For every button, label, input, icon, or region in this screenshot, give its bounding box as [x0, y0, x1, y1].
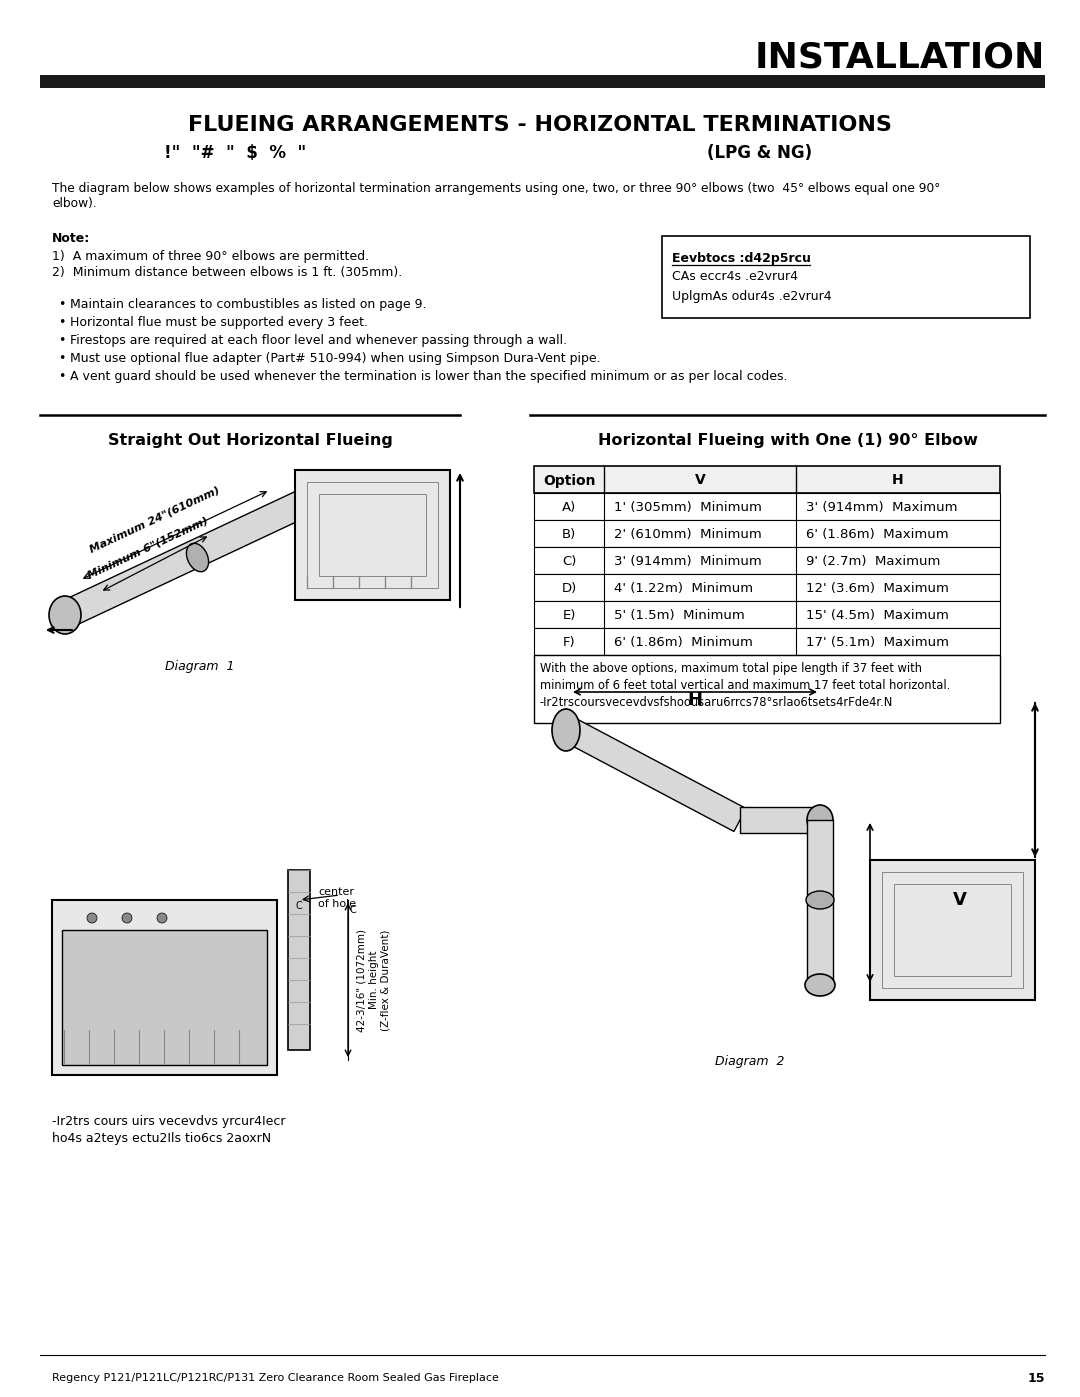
- Text: 6' (1.86m)  Minimum: 6' (1.86m) Minimum: [615, 636, 753, 650]
- Text: The diagram below shows examples of horizontal termination arrangements using on: The diagram below shows examples of hori…: [52, 182, 941, 210]
- Text: INSTALLATION: INSTALLATION: [755, 41, 1045, 75]
- Text: Diagram  2: Diagram 2: [715, 1055, 785, 1067]
- Ellipse shape: [805, 974, 835, 996]
- Ellipse shape: [552, 710, 580, 752]
- Text: A vent guard should be used whenever the termination is lower than the specified: A vent guard should be used whenever the…: [70, 370, 787, 383]
- Text: A): A): [562, 502, 576, 514]
- Text: 9' (2.7m)  Maximum: 9' (2.7m) Maximum: [806, 555, 941, 569]
- Bar: [740, 807, 820, 833]
- Text: B): B): [562, 528, 576, 541]
- Bar: [894, 884, 1011, 977]
- Bar: [870, 861, 1035, 1000]
- Bar: [307, 482, 438, 588]
- Text: Minimum 6"(152mm): Minimum 6"(152mm): [86, 515, 210, 581]
- Text: CAs eccr4s .e2vrur4: CAs eccr4s .e2vrur4: [672, 270, 798, 284]
- Bar: [807, 820, 833, 985]
- Text: Straight Out Horizontal Flueing: Straight Out Horizontal Flueing: [108, 433, 392, 447]
- Text: minimum of 6 feet total vertical and maximum 17 feet total horizontal.: minimum of 6 feet total vertical and max…: [540, 679, 950, 692]
- Circle shape: [87, 914, 97, 923]
- Text: •: •: [58, 334, 66, 346]
- Bar: [62, 930, 267, 1065]
- Text: 2)  Minimum distance between elbows is 1 ft. (305mm).: 2) Minimum distance between elbows is 1 …: [52, 265, 402, 279]
- Text: •: •: [58, 352, 66, 365]
- Bar: [534, 467, 1000, 493]
- Text: 4' (1.22m)  Minimum: 4' (1.22m) Minimum: [615, 583, 753, 595]
- Text: (Z-flex & DuraVent): (Z-flex & DuraVent): [381, 929, 391, 1031]
- Text: C: C: [350, 905, 356, 915]
- Text: Regency P121/P121LC/P121RC/P131 Zero Clearance Room Sealed Gas Fireplace: Regency P121/P121LC/P121RC/P131 Zero Cle…: [52, 1373, 499, 1383]
- Text: F): F): [563, 636, 576, 650]
- Text: Eevbtocs :d42p5rcu: Eevbtocs :d42p5rcu: [672, 251, 811, 265]
- Text: 42-3/16" (1072mm): 42-3/16" (1072mm): [357, 929, 367, 1031]
- Text: Diagram  1: Diagram 1: [165, 659, 234, 673]
- Text: -Ir2trs cours uirs vecevdvs yrcur4Iecr: -Ir2trs cours uirs vecevdvs yrcur4Iecr: [52, 1115, 285, 1127]
- Text: Note:: Note:: [52, 232, 91, 244]
- Bar: [882, 872, 1023, 988]
- Text: Horizontal flue must be supported every 3 feet.: Horizontal flue must be supported every …: [70, 316, 368, 330]
- Text: center
of hole: center of hole: [318, 887, 356, 908]
- Text: 2' (610mm)  Minimum: 2' (610mm) Minimum: [615, 528, 761, 541]
- Text: FLUEING ARRANGEMENTS - HORIZONTAL TERMINATIONS: FLUEING ARRANGEMENTS - HORIZONTAL TERMIN…: [188, 115, 892, 136]
- Text: 3' (914mm)  Maximum: 3' (914mm) Maximum: [806, 502, 958, 514]
- Bar: [534, 493, 1000, 520]
- Text: 6' (1.86m)  Maximum: 6' (1.86m) Maximum: [806, 528, 948, 541]
- Text: H: H: [688, 692, 702, 710]
- Text: 3' (914mm)  Minimum: 3' (914mm) Minimum: [615, 555, 761, 569]
- Text: D): D): [562, 583, 577, 595]
- Text: (LPG & NG): (LPG & NG): [707, 144, 812, 162]
- Text: 17' (5.1m)  Maximum: 17' (5.1m) Maximum: [806, 636, 949, 650]
- Ellipse shape: [807, 805, 833, 835]
- Polygon shape: [59, 488, 316, 627]
- Bar: [295, 469, 450, 599]
- Bar: [534, 574, 1000, 601]
- Text: Must use optional flue adapter (Part# 510-994) when using Simpson Dura-Vent pipe: Must use optional flue adapter (Part# 51…: [70, 352, 600, 365]
- Bar: [534, 548, 1000, 574]
- Text: H: H: [892, 474, 904, 488]
- Text: •: •: [58, 298, 66, 312]
- Text: Option: Option: [543, 474, 595, 488]
- Text: 1' (305mm)  Minimum: 1' (305mm) Minimum: [615, 502, 761, 514]
- Bar: [534, 655, 1000, 724]
- Text: Horizontal Flueing with One (1) 90° Elbow: Horizontal Flueing with One (1) 90° Elbo…: [598, 433, 977, 447]
- Text: C: C: [296, 901, 302, 911]
- Text: E): E): [563, 609, 576, 622]
- Text: Firestops are required at each floor level and whenever passing through a wall.: Firestops are required at each floor lev…: [70, 334, 567, 346]
- Polygon shape: [564, 718, 746, 831]
- Text: -Ir2trscoursvecevdvsfshoousaru6rrcs78°srlao6tsets4rFde4r.N: -Ir2trscoursvecevdvsfshoousaru6rrcs78°sr…: [540, 696, 893, 710]
- Text: 5' (1.5m)  Minimum: 5' (1.5m) Minimum: [615, 609, 745, 622]
- Text: Min. height: Min. height: [369, 951, 379, 1009]
- Circle shape: [157, 914, 167, 923]
- Text: 1)  A maximum of three 90° elbows are permitted.: 1) A maximum of three 90° elbows are per…: [52, 250, 369, 263]
- Bar: [288, 870, 310, 1051]
- Text: •: •: [58, 316, 66, 330]
- Text: C): C): [562, 555, 577, 569]
- Bar: [40, 75, 1045, 88]
- Text: !"  "#  "  $  %  ": !" "# " $ % ": [164, 144, 306, 162]
- Ellipse shape: [187, 543, 208, 571]
- Text: V: V: [694, 474, 705, 488]
- Text: With the above options, maximum total pipe length if 37 feet with: With the above options, maximum total pi…: [540, 662, 922, 675]
- Text: 15: 15: [1027, 1372, 1045, 1384]
- Text: Maximum 24"(610mm): Maximum 24"(610mm): [89, 485, 221, 555]
- Ellipse shape: [49, 597, 81, 634]
- Text: V: V: [953, 891, 967, 909]
- Text: Maintain clearances to combustibles as listed on page 9.: Maintain clearances to combustibles as l…: [70, 298, 427, 312]
- Bar: [534, 601, 1000, 629]
- Text: 15' (4.5m)  Maximum: 15' (4.5m) Maximum: [806, 609, 949, 622]
- Bar: [319, 495, 426, 576]
- Text: ho4s a2teys ectu2Ils tio6cs 2aoxrN: ho4s a2teys ectu2Ils tio6cs 2aoxrN: [52, 1132, 271, 1146]
- Circle shape: [122, 914, 132, 923]
- Text: UplgmAs odur4s .e2vrur4: UplgmAs odur4s .e2vrur4: [672, 291, 832, 303]
- Text: •: •: [58, 370, 66, 383]
- Bar: [662, 236, 1030, 319]
- Bar: [534, 629, 1000, 655]
- Bar: [534, 520, 1000, 548]
- Text: 12' (3.6m)  Maximum: 12' (3.6m) Maximum: [806, 583, 949, 595]
- Ellipse shape: [806, 891, 834, 909]
- Bar: [52, 900, 276, 1076]
